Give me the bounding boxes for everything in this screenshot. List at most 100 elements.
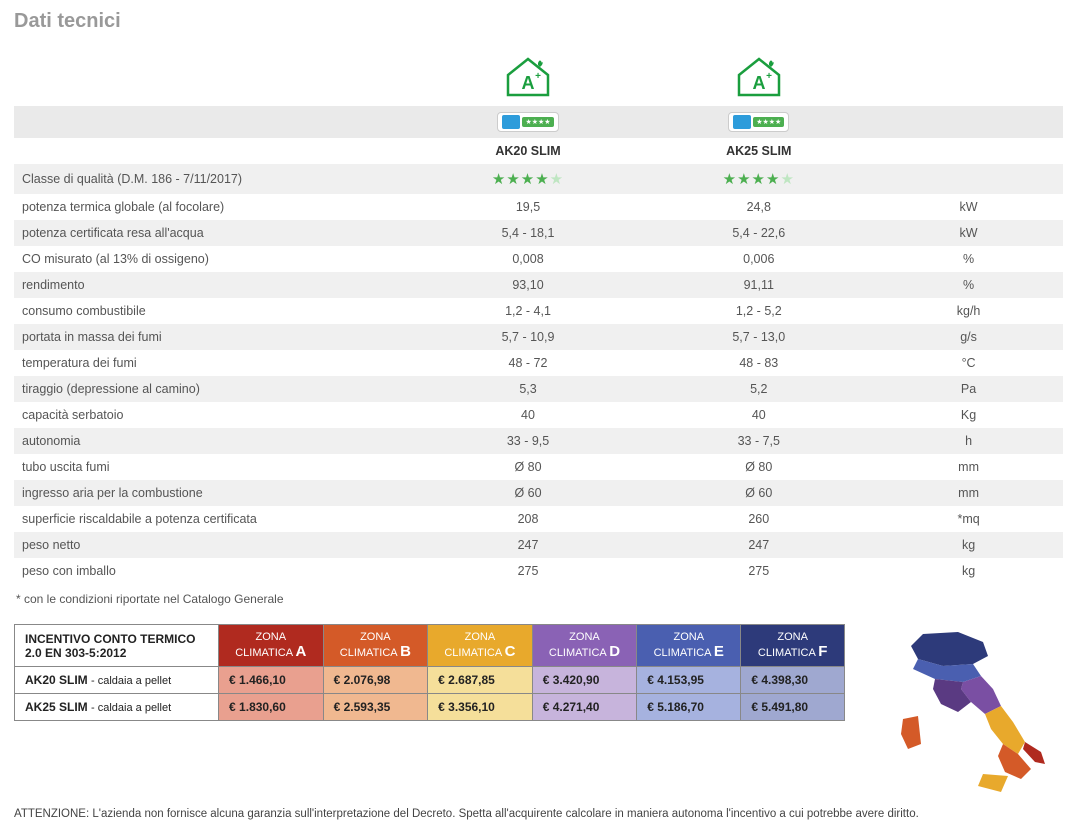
spec-unit: h	[874, 428, 1063, 454]
spec-unit: kW	[874, 194, 1063, 220]
spec-value: 0,006	[643, 246, 874, 272]
spec-value: 91,11	[643, 272, 874, 298]
zone-header: ZONA CLIMATICA B	[323, 625, 428, 667]
spec-unit: kg/h	[874, 298, 1063, 324]
spec-label: capacità serbatoio	[14, 402, 413, 428]
spec-value: 1,2 - 5,2	[643, 298, 874, 324]
spec-value: 1,2 - 4,1	[413, 298, 644, 324]
spec-unit: °C	[874, 350, 1063, 376]
spec-value: 93,10	[413, 272, 644, 298]
spec-label: peso netto	[14, 532, 413, 558]
spec-value: 275	[413, 558, 644, 584]
spec-label: tiraggio (depressione al camino)	[14, 376, 413, 402]
spec-value: Ø 60	[413, 480, 644, 506]
spec-value: 48 - 72	[413, 350, 644, 376]
incentive-price: € 4.153,95	[637, 667, 741, 694]
incentive-price: € 2.687,85	[428, 667, 533, 694]
italy-map-icon	[863, 624, 1063, 794]
spec-value: 33 - 9,5	[413, 428, 644, 454]
incentive-price: € 5.186,70	[637, 694, 741, 721]
incentive-price: € 3.420,90	[532, 667, 637, 694]
spec-value: 40	[643, 402, 874, 428]
incentive-price: € 4.271,40	[532, 694, 637, 721]
incentive-price: € 1.830,60	[219, 694, 324, 721]
spec-value: 48 - 83	[643, 350, 874, 376]
incentive-price: € 2.076,98	[323, 667, 428, 694]
spec-label: portata in massa dei fumi	[14, 324, 413, 350]
spec-label: consumo combustibile	[14, 298, 413, 324]
svg-text:+: +	[535, 71, 541, 82]
spec-value: Ø 80	[413, 454, 644, 480]
spec-value: 208	[413, 506, 644, 532]
spec-label: superficie riscaldabile a potenza certif…	[14, 506, 413, 532]
spec-label: autonomia	[14, 428, 413, 454]
attention-note: ATTENZIONE: L'azienda non fornisce alcun…	[14, 808, 1063, 820]
spec-unit: kg	[874, 532, 1063, 558]
footnote: * con le condizioni riportate nel Catalo…	[14, 584, 1063, 624]
zone-header: ZONA CLIMATICA F	[741, 625, 845, 667]
stars-icon: ★★★★★	[492, 171, 564, 188]
zone-header: ZONA CLIMATICA A	[219, 625, 324, 667]
energy-house-icon: A +	[504, 57, 552, 100]
spec-label: ingresso aria per la combustione	[14, 480, 413, 506]
spec-value: 5,2	[643, 376, 874, 402]
zone-header: ZONA CLIMATICA D	[532, 625, 637, 667]
spec-value: Ø 80	[643, 454, 874, 480]
incentive-price: € 3.356,10	[428, 694, 533, 721]
stars-icon: ★★★★★	[723, 171, 795, 188]
page-title: Dati tecnici	[14, 10, 1063, 33]
incentive-header: INCENTIVO CONTO TERMICO 2.0 EN 303-5:201…	[15, 625, 219, 667]
incentive-row-label: AK20 SLIM - caldaia a pellet	[15, 667, 219, 694]
spec-unit: *mq	[874, 506, 1063, 532]
spec-unit: mm	[874, 480, 1063, 506]
incentive-row-label: AK25 SLIM - caldaia a pellet	[15, 694, 219, 721]
spec-value: ★★★★★	[643, 164, 874, 194]
incentive-price: € 5.491,80	[741, 694, 845, 721]
spec-unit: %	[874, 272, 1063, 298]
spec-unit: mm	[874, 454, 1063, 480]
incentive-price: € 2.593,35	[323, 694, 428, 721]
spec-value: 24,8	[643, 194, 874, 220]
zone-header: ZONA CLIMATICA E	[637, 625, 741, 667]
spec-unit: Kg	[874, 402, 1063, 428]
spec-value: Ø 60	[643, 480, 874, 506]
spec-value: 247	[413, 532, 644, 558]
spec-label: rendimento	[14, 272, 413, 298]
spec-value: 5,7 - 10,9	[413, 324, 644, 350]
incentive-price: € 1.466,10	[219, 667, 324, 694]
svg-text:A: A	[752, 73, 765, 93]
spec-value: 5,4 - 18,1	[413, 220, 644, 246]
spec-value: 275	[643, 558, 874, 584]
energy-badge-icon: ★★★★	[497, 112, 558, 132]
incentive-price: € 4.398,30	[741, 667, 845, 694]
zone-header: ZONA CLIMATICA C	[428, 625, 533, 667]
spec-value: 19,5	[413, 194, 644, 220]
spec-unit: Pa	[874, 376, 1063, 402]
spec-unit	[874, 164, 1063, 194]
spec-value: 247	[643, 532, 874, 558]
model-name: AK20 SLIM	[413, 138, 644, 164]
spec-label: tubo uscita fumi	[14, 454, 413, 480]
energy-badge-icon: ★★★★	[728, 112, 789, 132]
spec-label: potenza termica globale (al focolare)	[14, 194, 413, 220]
spec-label: potenza certificata resa all'acqua	[14, 220, 413, 246]
svg-text:A: A	[522, 73, 535, 93]
spec-unit: kg	[874, 558, 1063, 584]
spec-label: Classe di qualità (D.M. 186 - 7/11/2017)	[14, 164, 413, 194]
incentive-table: INCENTIVO CONTO TERMICO 2.0 EN 303-5:201…	[14, 624, 845, 721]
energy-house-icon: A +	[735, 57, 783, 100]
spec-value: 5,7 - 13,0	[643, 324, 874, 350]
spec-value: 33 - 7,5	[643, 428, 874, 454]
spec-label: temperatura dei fumi	[14, 350, 413, 376]
spec-table: A + A + ★★★★ ★★★★ AK20 SLIM AK25 SLIM Cl…	[14, 51, 1063, 584]
spec-value: 0,008	[413, 246, 644, 272]
spec-value: 5,4 - 22,6	[643, 220, 874, 246]
spec-unit: kW	[874, 220, 1063, 246]
svg-text:+: +	[766, 71, 772, 82]
spec-value: 40	[413, 402, 644, 428]
model-name: AK25 SLIM	[643, 138, 874, 164]
spec-unit: %	[874, 246, 1063, 272]
spec-value: ★★★★★	[413, 164, 644, 194]
spec-label: CO misurato (al 13% di ossigeno)	[14, 246, 413, 272]
spec-label: peso con imballo	[14, 558, 413, 584]
